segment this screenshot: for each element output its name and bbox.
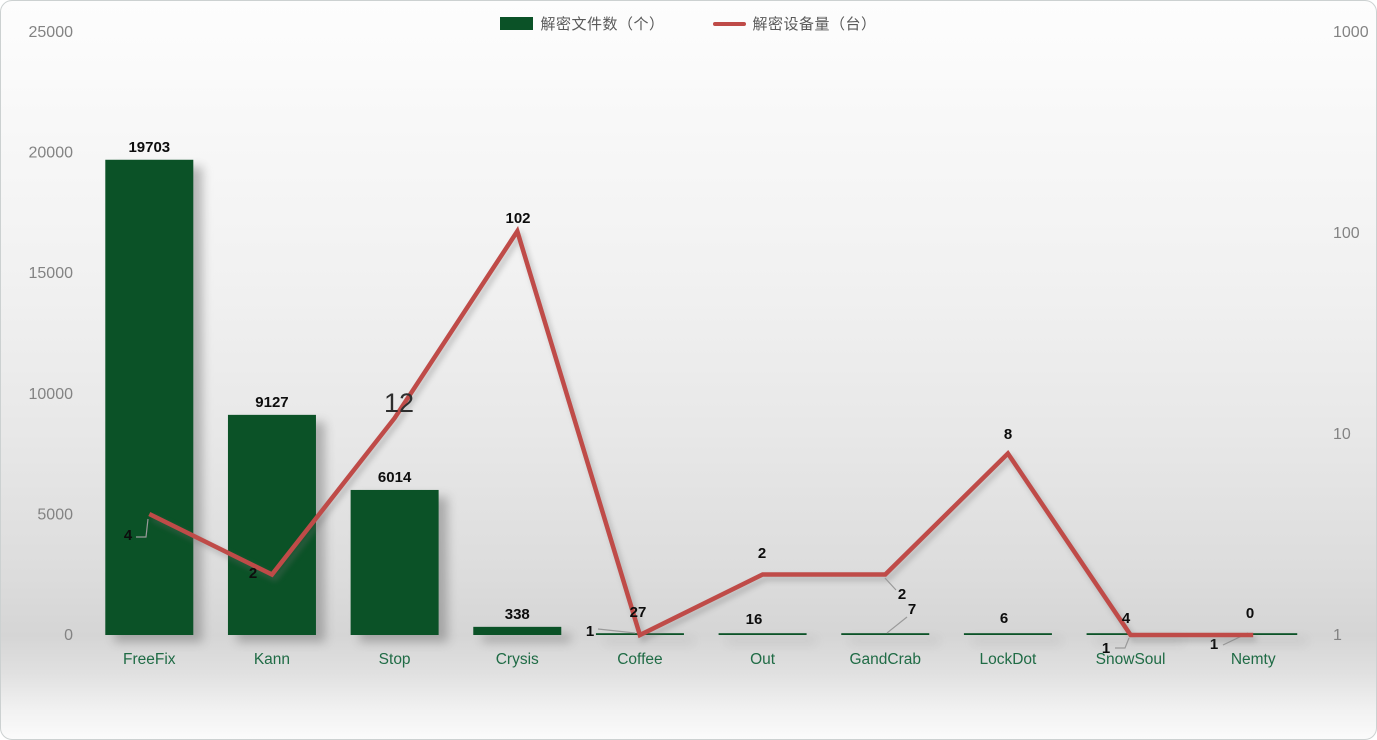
right-axis-tick-label: 1 xyxy=(1333,627,1342,644)
bar-kann xyxy=(227,414,316,635)
bar-value-label: 1 xyxy=(586,623,594,640)
bar-value-label: 16 xyxy=(746,611,763,628)
category-label-lockdot: LockDot xyxy=(979,651,1037,668)
right-axis-tick-label: 100 xyxy=(1333,225,1360,242)
line-series-swatch-icon xyxy=(712,21,746,26)
line-value-label: 27 xyxy=(630,604,647,621)
legend-label: 解密设备量（台） xyxy=(752,16,877,33)
bar-nemty xyxy=(1209,633,1298,635)
category-label-coffee: Coffee xyxy=(617,651,662,668)
bar-value-label: 19703 xyxy=(128,139,170,156)
left-axis-tick-label: 0 xyxy=(64,627,73,644)
bar-value-label: 6014 xyxy=(378,469,412,486)
line-value-label: 12 xyxy=(384,388,414,418)
category-label-group: FreeFix Kann Stop Crysis Coffee Out GandCrab Lo… xyxy=(123,651,1276,668)
category-label-crysis: Crysis xyxy=(496,651,539,668)
line-value-label: 2 xyxy=(898,586,906,603)
category-label-nemty: Nemty xyxy=(1231,651,1276,668)
bar-value-label: 1 xyxy=(1210,636,1218,653)
bar-label-leader-line xyxy=(1115,637,1130,649)
left-axis-tick-label: 5000 xyxy=(37,506,73,523)
category-label-snowsoul: SnowSoul xyxy=(1096,651,1166,668)
line-series-path xyxy=(148,226,1254,639)
category-label-out: Out xyxy=(750,651,776,668)
bar-label-group: 19703 9127 6014 338 1 16 7 6 1 1 xyxy=(128,139,1249,657)
line-value-label: 4 xyxy=(1122,610,1131,627)
line-value-label: 2 xyxy=(758,545,766,562)
right-axis-tick-label: 10 xyxy=(1333,426,1351,443)
left-axis-tick-label: 20000 xyxy=(29,145,74,162)
category-label-stop: Stop xyxy=(379,651,411,668)
bar-freefix xyxy=(105,159,194,635)
line-value-label: 0 xyxy=(1246,605,1254,622)
bar-value-label: 6 xyxy=(1000,610,1008,627)
bar-crysis xyxy=(473,626,562,635)
line-value-label: 102 xyxy=(505,210,530,227)
legend-label: 解密文件数（个） xyxy=(540,16,665,33)
bar-series-swatch-icon xyxy=(500,17,534,30)
line-series-group xyxy=(148,226,1254,639)
line-value-label: 2 xyxy=(249,565,257,582)
bar-label-leader-line xyxy=(886,616,908,634)
line-value-label: 8 xyxy=(1004,426,1012,443)
chart-legend: 解密文件数（个） 解密设备量（台） xyxy=(1,13,1376,34)
left-axis-tick-label: 25000 xyxy=(29,24,74,41)
left-axis-tick-label: 10000 xyxy=(29,386,74,403)
category-label-gandcrab: GandCrab xyxy=(850,651,922,668)
bar-label-leader-line xyxy=(597,628,636,634)
bar-value-label: 1 xyxy=(1102,640,1110,657)
line-label-leader-line xyxy=(884,577,897,591)
line-label-leader-line xyxy=(136,518,149,538)
bar-value-label: 9127 xyxy=(255,394,288,411)
category-label-freefix: FreeFix xyxy=(123,651,176,668)
bar-stop xyxy=(350,489,439,635)
right-axis-tick-label: 1000 xyxy=(1333,24,1369,41)
bar-series-group xyxy=(105,159,1298,635)
bar-value-label: 338 xyxy=(505,606,530,623)
line-value-label: 4 xyxy=(124,527,133,544)
bar-lockdot xyxy=(963,633,1052,635)
left-axis-tick-label: 15000 xyxy=(29,265,74,282)
legend-item-bar-series: 解密文件数（个） xyxy=(500,13,664,34)
bar-value-label: 7 xyxy=(908,601,916,618)
line-label-group: 4 2 12 102 27 2 2 8 4 0 xyxy=(124,210,1254,627)
legend-item-line-series: 解密设备量（台） xyxy=(712,13,877,34)
category-label-kann: Kann xyxy=(254,651,290,668)
bar-out xyxy=(718,633,807,635)
bar-gandcrab xyxy=(841,633,930,635)
